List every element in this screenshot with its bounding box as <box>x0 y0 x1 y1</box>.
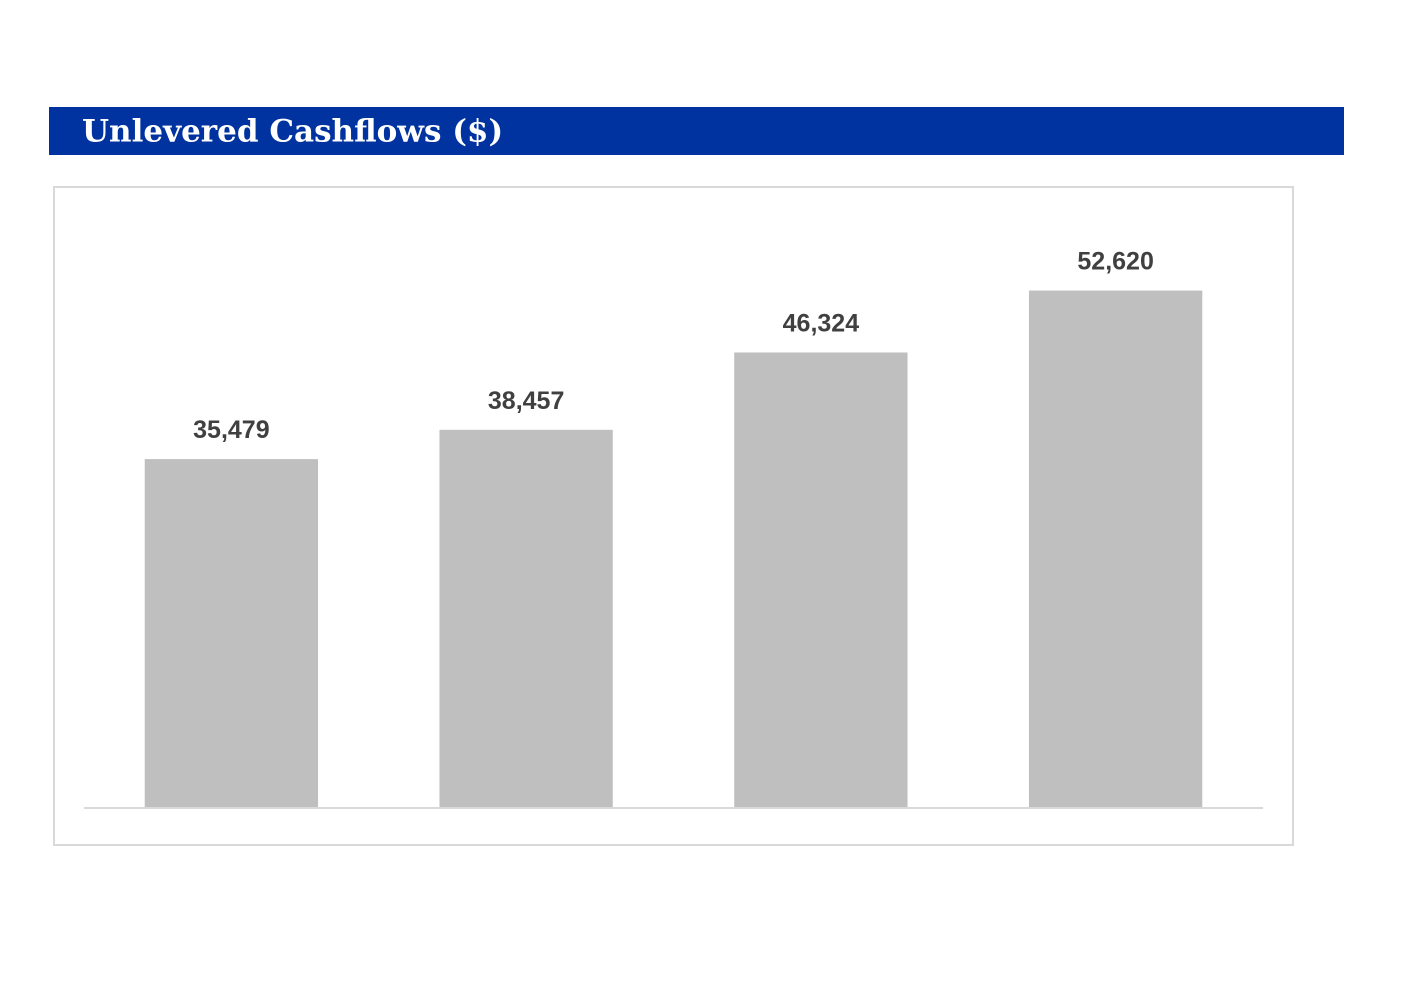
bar <box>734 352 908 808</box>
bar <box>1028 290 1203 808</box>
title-bar <box>49 107 1344 155</box>
bar <box>144 459 319 808</box>
data-label: 52,620 <box>1077 248 1153 276</box>
data-label: 35,479 <box>193 416 269 444</box>
data-label: 38,457 <box>488 387 564 415</box>
data-label: 46,324 <box>783 309 860 337</box>
bar <box>439 429 613 808</box>
chart-title: Unlevered Cashflows ($) <box>82 114 503 150</box>
